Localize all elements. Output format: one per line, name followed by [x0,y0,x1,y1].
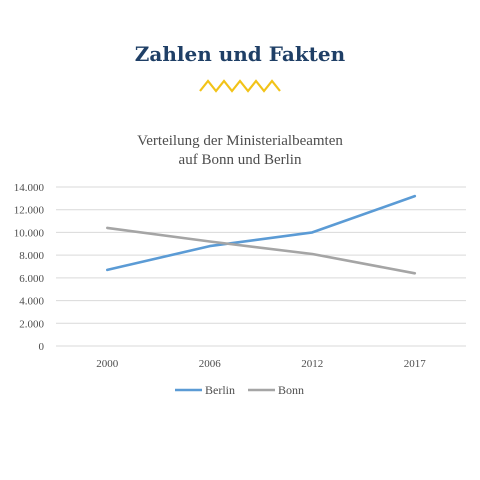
series-lines [106,194,417,275]
series-line-bonn [106,226,417,275]
series-line-berlin [106,194,417,272]
x-tick-label: 2000 [96,358,119,370]
legend-label: Berlin [205,383,235,397]
legend: Berlin Bonn [175,383,304,397]
x-axis-ticks: 2000 2006 2012 2017 [96,358,426,370]
y-tick-label: 8.000 [19,250,44,262]
legend-item-berlin: Berlin [175,383,235,397]
x-tick-label: 2012 [301,358,323,370]
y-tick-label: 14.000 [14,182,45,194]
x-tick-label: 2017 [404,358,427,370]
x-tick-label: 2006 [199,358,222,370]
chart-title: Verteilung der Ministerialbeamten auf Bo… [0,132,480,170]
y-tick-label: 10.000 [14,227,45,239]
chart-title-line-1: Verteilung der Ministerialbeamten [137,133,343,149]
y-tick-label: 4.000 [19,296,44,308]
y-tick-label: 12.000 [14,205,45,217]
y-axis-ticks: 0 2.000 4.000 6.000 8.000 10.000 12.000 14.000 [14,182,45,353]
page-heading: Zahlen und Fakten [134,42,346,66]
zigzag-divider [199,79,281,93]
y-tick-label: 2.000 [19,318,44,330]
grid-lines [56,186,466,347]
legend-label: Bonn [278,383,304,397]
legend-item-bonn: Bonn [248,383,304,397]
y-tick-label: 0 [39,341,45,353]
y-tick-label: 6.000 [19,273,44,285]
chart-title-line-2: auf Bonn und Berlin [178,152,302,168]
